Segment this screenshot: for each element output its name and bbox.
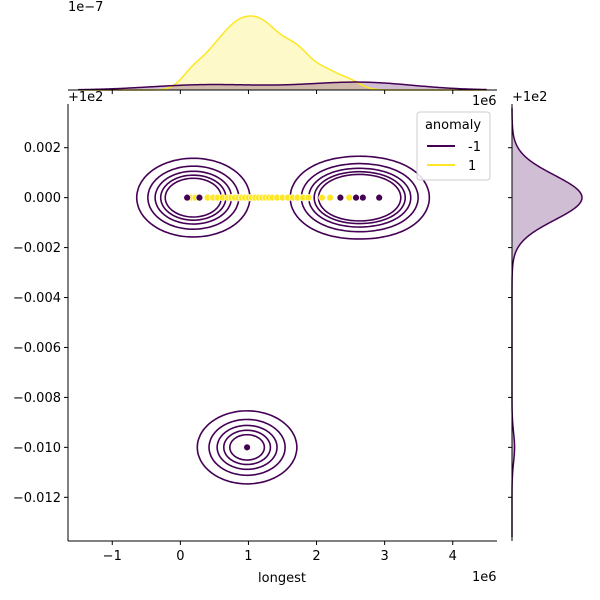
top-marginal-ticks — [111, 90, 454, 94]
kde-contour-line — [135, 155, 431, 485]
point-anomaly-1 — [345, 193, 353, 202]
legend: anomaly -1 1 — [416, 111, 491, 181]
top-marginal-x-offset-text: 1e6 — [472, 94, 497, 109]
y-tick-label: 0.000 — [24, 191, 61, 206]
x-axis-label: longest — [258, 571, 306, 586]
kde-contour-line — [147, 162, 419, 477]
legend-label-anomaly-neg1: -1 — [468, 140, 481, 155]
top-kde-purple-area — [78, 82, 487, 90]
y-tick-label: −0.002 — [13, 241, 61, 256]
point-anomaly-neg1 — [375, 193, 383, 202]
legend-label-anomaly-1: 1 — [468, 159, 476, 174]
y-tick-label: −0.004 — [13, 291, 61, 306]
x-tick-label: 0 — [176, 549, 184, 564]
point-anomaly-neg1 — [336, 193, 345, 202]
x-offset-text: 1e6 — [472, 570, 497, 585]
right-marginal-offset-text: +1e2 — [512, 90, 547, 105]
kde-contours — [135, 155, 431, 485]
y-tick-label: 0.002 — [24, 141, 61, 156]
top-marginal-scale-text: 1e−7 — [68, 0, 103, 15]
point-anomaly-neg1 — [352, 193, 360, 202]
x-tick-label: 2 — [312, 549, 320, 564]
x-tick-label: 4 — [449, 549, 457, 564]
x-axis-ticks: −1 0 1 2 3 4 — [103, 541, 457, 564]
kde-contour-line — [164, 173, 402, 461]
y-tick-label: −0.008 — [13, 391, 61, 406]
y-tick-label: −0.012 — [13, 491, 61, 506]
right-marginal-ticks — [508, 147, 512, 498]
point-anomaly-neg1 — [359, 193, 367, 202]
point-anomaly-neg1 — [183, 193, 191, 202]
top-marginal: 1e−7 1e6 — [68, 0, 497, 109]
x-tick-label: 1 — [244, 549, 252, 564]
point-anomaly-1 — [326, 193, 334, 202]
main-axes: −1 0 1 2 3 4 0.002 0.000 −0.002 −0.004 −0.006 −0.0… — [13, 90, 497, 586]
top-kde-purple-line — [78, 81, 487, 91]
top-kde-yellow-area — [78, 16, 487, 90]
y-tick-label: −0.010 — [13, 441, 61, 456]
point-anomaly-1 — [304, 193, 313, 202]
right-marginal: +1e2 — [508, 90, 583, 541]
y-axis-ticks: 0.002 0.000 −0.002 −0.004 −0.006 −0.008 −0.010… — [13, 141, 68, 506]
point-anomaly-neg1 — [195, 193, 204, 202]
legend-title: anomaly — [425, 118, 481, 133]
kde-contour-line — [159, 170, 407, 466]
right-kde-purple-area — [512, 107, 582, 538]
point-anomaly-1 — [318, 193, 326, 202]
point-anomaly-neg1 — [243, 443, 251, 452]
x-tick-label: 3 — [381, 549, 389, 564]
y-offset-text: +1e2 — [68, 90, 103, 105]
kde-contour-line — [154, 167, 412, 471]
y-tick-label: −0.006 — [13, 341, 61, 356]
x-tick-label: −1 — [103, 549, 122, 564]
scatter-points — [183, 193, 383, 452]
